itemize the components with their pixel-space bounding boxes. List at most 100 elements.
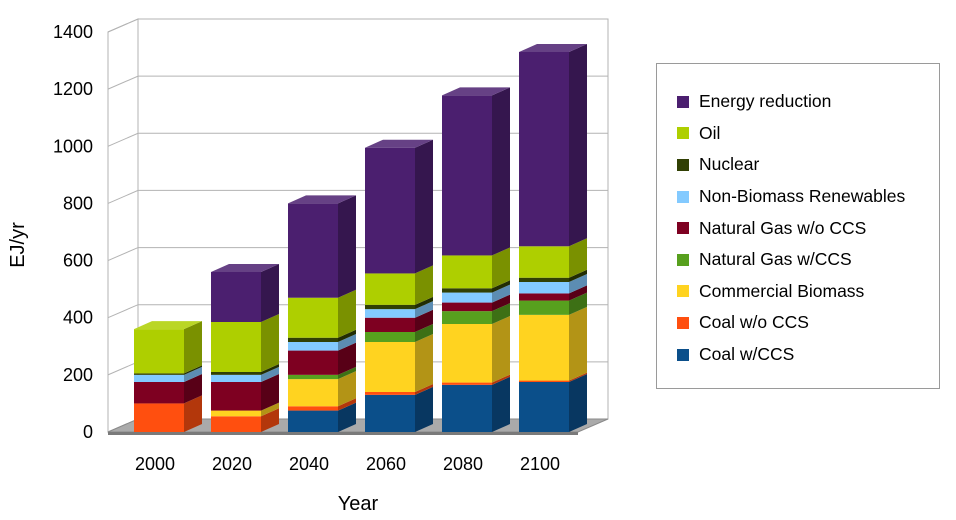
bar-segment-natural-gas-w-ccs (519, 300, 569, 315)
legend-list: Energy reduction Oil Nuclear Non-Biomass Re… (657, 64, 939, 370)
bar-side-commercial-biomass (338, 371, 356, 407)
bar-side-nuclear (492, 280, 510, 293)
bar-side-commercial-biomass (492, 316, 510, 383)
bar-side-coal-w-o-ccs (415, 384, 433, 395)
legend-label: Oil (699, 122, 721, 143)
bar-segment-energy-reduction (288, 203, 338, 298)
bar-side-commercial-biomass (415, 334, 433, 392)
bar-top-energy-reduction (288, 195, 356, 204)
legend-swatch (677, 222, 689, 235)
bar-side-oil (184, 321, 202, 374)
bar-segment-coal-w-o-ccs (365, 392, 415, 395)
x-tick-label: 2060 (366, 454, 406, 474)
bar-segment-oil (288, 297, 338, 338)
bar-top-energy-reduction (442, 87, 510, 96)
x-tick-label: 2000 (135, 454, 175, 474)
bar-side-nuclear (415, 296, 433, 310)
bar-segment-natural-gas-w-o-ccs (288, 350, 338, 375)
bar-side-non-biomass-renewables (261, 366, 279, 382)
bar-segment-energy-reduction (519, 52, 569, 247)
bar-segment-oil (134, 329, 184, 374)
y-tick-label: 0 (83, 422, 93, 442)
bar-segment-nuclear (442, 288, 492, 293)
legend-label: Coal w/o CCS (699, 312, 809, 333)
legend-swatch (677, 127, 689, 140)
legend-label: Commercial Biomass (699, 280, 865, 301)
bar-segment-non-biomass-renewables (442, 292, 492, 303)
legend-label: Nuclear (699, 154, 760, 175)
bar-side-natural-gas-w-o-ccs (338, 342, 356, 375)
bar-segment-natural-gas-w-ccs (288, 374, 338, 380)
legend-item: Commercial Biomass (677, 276, 939, 308)
bar-segment-coal-w-ccs (288, 410, 338, 432)
bar-segment-nuclear (519, 277, 569, 282)
gridline (107, 18, 608, 33)
bar-stack-2020 (211, 264, 279, 432)
bar-side-energy-reduction (569, 44, 587, 247)
bar-segment-natural-gas-w-ccs (442, 311, 492, 324)
x-axis-ticks: 2000 2020 2040 2060 2080 2100 (135, 454, 560, 474)
legend-swatch (677, 253, 689, 266)
y-tick-label: 600 (63, 251, 93, 271)
floor-edge (108, 432, 578, 435)
x-tick-label: 2100 (520, 454, 560, 474)
bar-side-coal-w-ccs (338, 402, 356, 432)
bar-segment-coal-w-o-ccs (519, 380, 569, 382)
bar-side-coal-w-o-ccs (492, 374, 510, 385)
y-axis-title: EJ/yr (7, 222, 29, 268)
legend-label: Natural Gas w/o CCS (699, 217, 867, 238)
bar-segment-energy-reduction (442, 95, 492, 256)
bar-stack-2040 (288, 195, 356, 432)
bar-stack-2060 (365, 139, 433, 432)
left-wall (107, 18, 139, 433)
bar-side-natural-gas-w-o-ccs (261, 374, 279, 411)
bar-side-oil (261, 314, 279, 372)
bar-stack-2000 (134, 321, 202, 432)
chart-legend: Energy reduction Oil Nuclear Non-Biomass Re… (656, 63, 940, 389)
bar-segment-commercial-biomass (365, 342, 415, 392)
x-tick-label: 2020 (212, 454, 252, 474)
bar-segment-coal-w-o-ccs (211, 416, 261, 432)
bar-segment-non-biomass-renewables (519, 282, 569, 294)
bar-segment-energy-reduction (365, 147, 415, 274)
legend-item: Natural Gas w/o CCS (677, 212, 939, 244)
legend-swatch (677, 316, 689, 329)
legend-label: Non-Biomass Renewables (699, 186, 906, 207)
x-axis-title: Year (338, 493, 379, 515)
bar-segment-nuclear (134, 373, 184, 375)
bar-segment-natural-gas-w-o-ccs (211, 382, 261, 411)
bar-side-nuclear (261, 364, 279, 375)
x-tick-label: 2040 (289, 454, 329, 474)
bar-segment-natural-gas-w-ccs (365, 332, 415, 342)
legend-label: Coal w/CCS (699, 344, 795, 365)
bar-side-commercial-biomass (261, 402, 279, 417)
bar-segment-commercial-biomass (519, 314, 569, 381)
bar-segment-commercial-biomass (211, 410, 261, 417)
legend-item: Nuclear (677, 149, 939, 181)
bar-side-coal-w-ccs (569, 374, 587, 432)
bar-side-natural-gas-w-o-ccs (492, 294, 510, 312)
bar-top-oil (134, 321, 202, 330)
y-tick-label: 1200 (53, 79, 93, 99)
bar-side-natural-gas-w-ccs (492, 303, 510, 324)
bar-side-oil (492, 247, 510, 289)
y-tick-label: 1000 (53, 136, 93, 156)
y-axis-ticks: 0 200 400 600 800 1000 1200 1400 (53, 22, 93, 442)
bar-segment-coal-w-ccs (365, 394, 415, 432)
bar-side-non-biomass-renewables (492, 284, 510, 303)
bar-side-nuclear (338, 329, 356, 342)
bar-side-non-biomass-renewables (338, 334, 356, 351)
bar-side-non-biomass-renewables (569, 274, 587, 294)
bar-segment-nuclear (288, 337, 338, 342)
bar-segment-oil (365, 273, 415, 305)
bar-side-coal-w-o-ccs (261, 408, 279, 432)
legend-label: Natural Gas w/CCS (699, 249, 852, 270)
bar-side-natural-gas-w-o-ccs (184, 374, 202, 404)
bar-top-energy-reduction (365, 139, 433, 148)
legend-swatch (677, 348, 689, 361)
bar-side-coal-w-ccs (492, 376, 510, 432)
bar-segment-natural-gas-w-o-ccs (519, 293, 569, 301)
bar-segment-energy-reduction (211, 272, 261, 322)
bar-segment-natural-gas-w-o-ccs (442, 302, 492, 312)
